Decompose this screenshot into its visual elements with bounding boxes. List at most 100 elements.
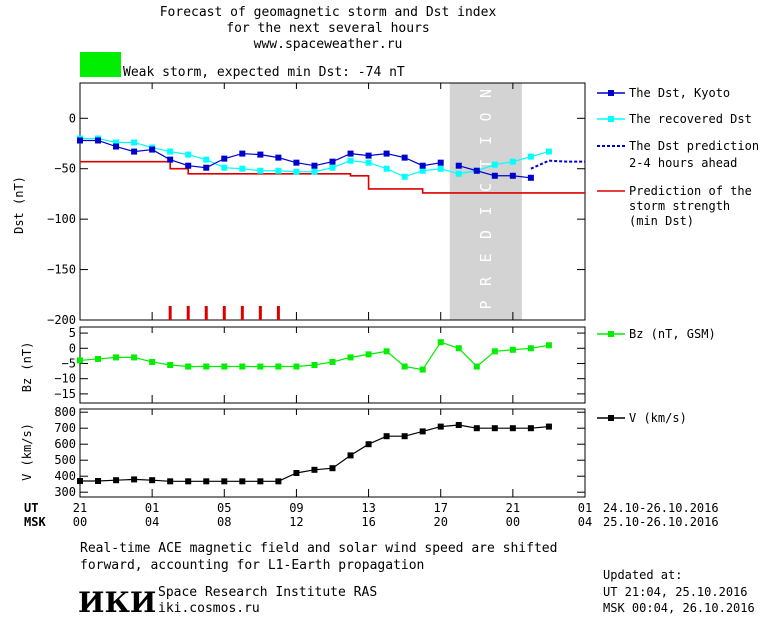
dst-kyoto-point xyxy=(329,158,336,165)
bz-ytick-label: 0 xyxy=(69,341,76,355)
recovered-dst-point xyxy=(113,139,120,146)
recovered-dst-point xyxy=(545,148,552,155)
dst-ytick-label: −200 xyxy=(47,313,76,327)
institute-name: Space Research Institute RAS xyxy=(158,585,377,600)
msk-tick-label: 12 xyxy=(289,515,303,529)
ut-tick-label: 21 xyxy=(506,501,520,515)
dst-kyoto-point xyxy=(221,155,228,162)
bz-ylabel: Bz (nT) xyxy=(20,342,34,393)
footnote-line1: Real-time ACE magnetic field and solar w… xyxy=(80,541,557,556)
recovered-dst-point xyxy=(383,165,390,172)
bz-point xyxy=(77,357,83,364)
v-ytick-label: 800 xyxy=(54,405,76,419)
dst-frame xyxy=(79,82,586,321)
recovered-dst-point xyxy=(509,158,516,165)
bz-legend-marker xyxy=(608,331,614,337)
bz-point xyxy=(167,362,174,368)
bz-ytick-label: −5 xyxy=(62,356,76,370)
recovered-dst-point xyxy=(239,165,246,172)
dst-kyoto-point xyxy=(113,143,120,150)
recovered-dst-point xyxy=(185,151,192,158)
speed-point xyxy=(95,478,102,484)
recovered-dst-point xyxy=(365,159,372,166)
dst-panel: P R E D I C T I O N 0 −50 −100 −150 −200 xyxy=(47,82,586,327)
dst-kyoto-point xyxy=(185,162,192,169)
legend-strength-1: Prediction of the xyxy=(629,184,752,198)
updated-ut: UT 21:04, 25.10.2016 xyxy=(603,585,748,599)
speed-point xyxy=(329,465,336,472)
v-ytick-label: 300 xyxy=(54,485,76,499)
v-panel: 800 700 600 500 400 300 xyxy=(54,405,586,499)
ut-tick-label: 13 xyxy=(361,501,375,515)
bz-ytick-label: −15 xyxy=(54,387,76,401)
msk-tick-label: 08 xyxy=(217,515,231,529)
prediction-band-letter: D xyxy=(477,228,495,239)
ut-tick-label: 05 xyxy=(217,501,231,515)
msk-tick-label: 04 xyxy=(578,515,592,529)
bz-point xyxy=(329,358,336,365)
speed-point xyxy=(239,478,246,485)
ut-tick-label: 09 xyxy=(289,501,303,515)
v-ytick-label: 400 xyxy=(54,469,76,483)
speed-point xyxy=(203,478,210,485)
v-frame xyxy=(79,408,586,498)
speed-point xyxy=(383,433,390,440)
dst-kyoto-point xyxy=(293,159,300,166)
footnote-line2: forward, accounting for L1-Earth propaga… xyxy=(80,558,424,573)
speed-point xyxy=(527,425,534,432)
legend-strength-2: storm strength xyxy=(629,199,730,213)
recovered-dst-point xyxy=(347,157,354,164)
legend-prediction-1: The Dst prediction xyxy=(629,139,759,153)
ut-tick-label: 21 xyxy=(73,501,87,515)
speed-point xyxy=(131,476,138,483)
bz-point xyxy=(185,363,192,370)
bz-point xyxy=(437,339,444,346)
speed-point xyxy=(347,452,354,459)
ut-tick-label: 01 xyxy=(145,501,159,515)
bz-frame xyxy=(79,326,586,404)
chart-title: Forecast of geomagnetic storm and Dst in… xyxy=(160,5,497,20)
dst-ytick-label: −150 xyxy=(47,263,76,277)
dst-prediction-line xyxy=(530,159,585,170)
bz-point xyxy=(149,358,156,365)
bz-point xyxy=(419,366,426,373)
bz-point xyxy=(131,354,138,361)
msk-tick-label: 00 xyxy=(73,515,87,529)
legend-recovered: The recovered Dst xyxy=(629,112,752,126)
ut-tick-label: 01 xyxy=(578,501,592,515)
recovered-dst-point xyxy=(275,167,282,174)
recovered-dst-point xyxy=(419,167,426,174)
prediction-band-letter: O xyxy=(477,110,495,121)
bz-point xyxy=(203,363,210,370)
v-ytick-label: 700 xyxy=(54,421,76,435)
bz-point xyxy=(257,363,264,370)
prediction-band-letter: N xyxy=(477,87,495,98)
recovered-dst-point xyxy=(311,168,318,175)
bz-point xyxy=(311,362,318,368)
recovered-dst-point xyxy=(455,170,462,177)
speed-point xyxy=(113,477,120,484)
dst-kyoto-point xyxy=(311,162,318,169)
msk-tick-label: 04 xyxy=(145,515,159,529)
msk-tick-label: 20 xyxy=(433,515,447,529)
recovered-dst-point xyxy=(401,173,408,180)
dst-ytick-label: −50 xyxy=(54,162,76,176)
speed-point xyxy=(545,423,552,430)
dst-kyoto-point xyxy=(383,150,390,157)
iki-logo: ИКИ xyxy=(78,586,156,619)
updated-label: Updated at: xyxy=(603,568,682,582)
msk-label: MSK xyxy=(24,515,46,529)
legend: The Dst, Kyoto The recovered Dst The Dst… xyxy=(597,86,759,425)
updated-msk: MSK 00:04, 26.10.2016 xyxy=(603,601,755,615)
bz-point xyxy=(275,363,282,370)
recovered-dst-point xyxy=(203,156,210,163)
speed-point xyxy=(455,422,462,428)
speed-point xyxy=(401,433,408,440)
bz-point xyxy=(365,351,372,358)
dst-kyoto-legend-marker xyxy=(608,90,614,96)
bz-point xyxy=(239,363,246,370)
bz-point xyxy=(545,342,552,349)
prediction-band-letter: R xyxy=(477,275,495,286)
msk-tick-label: 16 xyxy=(361,515,375,529)
